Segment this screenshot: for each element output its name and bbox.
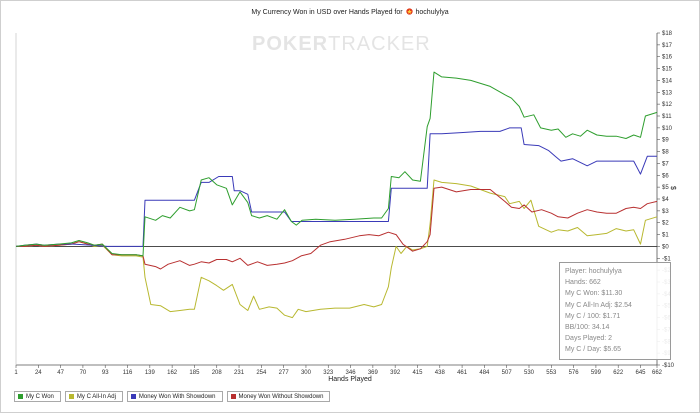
y-tick-label: $8 — [662, 150, 669, 156]
y-tick-label: $11 — [662, 114, 672, 120]
x-tick-label: 47 — [57, 370, 64, 376]
y-tick-label: $14 — [662, 78, 673, 84]
x-tick-label: 461 — [457, 370, 468, 376]
x-tick-label: 645 — [636, 370, 647, 376]
y-tick-label: $18 — [662, 31, 673, 37]
y-tick-label: $0 — [662, 244, 669, 250]
player-name: hochulylya — [415, 9, 449, 16]
legend: My C Won My C All-In Adj Money Won With … — [14, 391, 331, 405]
y-tick-label: $3 — [662, 209, 669, 215]
y-tick-label: $9 — [662, 138, 669, 144]
legend-swatch — [230, 394, 236, 399]
stat-player: Player: hochulylya — [565, 268, 622, 275]
series-line-money-won-with-showdown — [15, 127, 657, 247]
x-tick-label: 300 — [301, 370, 312, 376]
chart-title-text: My Currency Won in USD over Hands Played… — [251, 9, 403, 16]
y-tick-label: $16 — [662, 55, 673, 61]
stat-bb100: BB/100: 34.14 — [565, 324, 610, 332]
stat-hands: Hands: 662 — [565, 279, 601, 287]
legend-swatch — [18, 394, 23, 399]
x-tick-label: 484 — [479, 370, 490, 376]
x-tick-label: 277 — [279, 370, 290, 376]
stat-won: My C Won: $11.30 — [565, 290, 623, 298]
y-tick-label: $2 — [662, 221, 669, 227]
x-tick-label: 599 — [591, 370, 602, 376]
x-tick-label: 369 — [368, 370, 379, 376]
x-tick-label: 185 — [189, 370, 200, 376]
y-tick-label: $15 — [662, 67, 673, 73]
x-tick-label: 70 — [80, 370, 87, 376]
x-tick-label: 438 — [435, 370, 446, 376]
x-tick-label: 254 — [256, 370, 267, 376]
x-tick-label: 24 — [35, 370, 42, 376]
pokertracker-watermark: POKERTRACKER — [252, 33, 431, 55]
x-tick-label: 507 — [502, 370, 513, 376]
y-tick-label: $10 — [662, 126, 673, 132]
x-tick-label: 93 — [102, 370, 109, 376]
legend-item-my-c-won[interactable]: My C Won — [14, 391, 61, 402]
legend-item-money-won-with-showdown[interactable]: Money Won With Showdown — [126, 391, 223, 402]
legend-item-money-won-without-showdown[interactable]: Money Won Without Showdown — [226, 391, 331, 402]
y-tick-label: $4 — [662, 197, 669, 203]
series-line-my-c-all-in-adj — [16, 179, 658, 319]
x-tick-label: 208 — [212, 370, 223, 376]
x-tick-label: 162 — [167, 370, 178, 376]
y-tick-label: $13 — [662, 90, 673, 96]
y-tick-label: $17 — [662, 43, 673, 49]
x-tick-label: 116 — [123, 370, 133, 376]
y-tick-label: $6 — [662, 173, 669, 179]
y-tick-label: $5 — [662, 185, 669, 191]
x-tick-label: 576 — [569, 370, 580, 376]
y-tick-label: $1 — [662, 233, 669, 239]
x-tick-label: 323 — [323, 370, 334, 376]
x-tick-label: 415 — [412, 370, 423, 376]
chart-title: My Currency Won in USD over Hands Played… — [0, 8, 700, 16]
stat-per100: My C / 100: $1.71 — [565, 312, 621, 320]
legend-swatch — [130, 394, 136, 399]
y-tick-label: $7 — [662, 161, 669, 167]
y-tick-label: -$10 — [662, 363, 675, 369]
legend-item-my-c-allin-adj[interactable]: My C All-In Adj — [64, 391, 123, 402]
x-tick-label: 231 — [234, 370, 245, 376]
x-tick-label: 553 — [546, 370, 557, 376]
x-tick-label: 530 — [524, 370, 535, 376]
y-tick-label: $12 — [662, 102, 673, 108]
x-tick-label: 139 — [145, 370, 156, 376]
series-line-money-won-without-showdown — [16, 186, 658, 270]
series-line-my-c-won — [15, 71, 658, 257]
pokerstars-star-icon — [405, 8, 413, 15]
y-axis-label: $ — [669, 186, 676, 190]
x-axis-label: Hands Played — [328, 376, 372, 383]
x-tick-label: 1 — [14, 370, 18, 376]
x-tick-label: 622 — [613, 370, 624, 376]
stat-allin: My C All-In Adj: $2.54 — [565, 301, 632, 309]
legend-swatch — [68, 394, 74, 399]
x-tick-label: 392 — [390, 370, 401, 376]
y-tick-label: -$1 — [662, 256, 671, 262]
stat-days: Days Played: 2 — [565, 335, 613, 343]
stat-per-day: My C / Day: $5.65 — [565, 346, 622, 354]
x-tick-label: 346 — [346, 370, 357, 376]
stats-box: Player: hochulylya Hands: 662 My C Won: … — [559, 262, 671, 360]
x-tick-label: 662 — [652, 370, 663, 376]
